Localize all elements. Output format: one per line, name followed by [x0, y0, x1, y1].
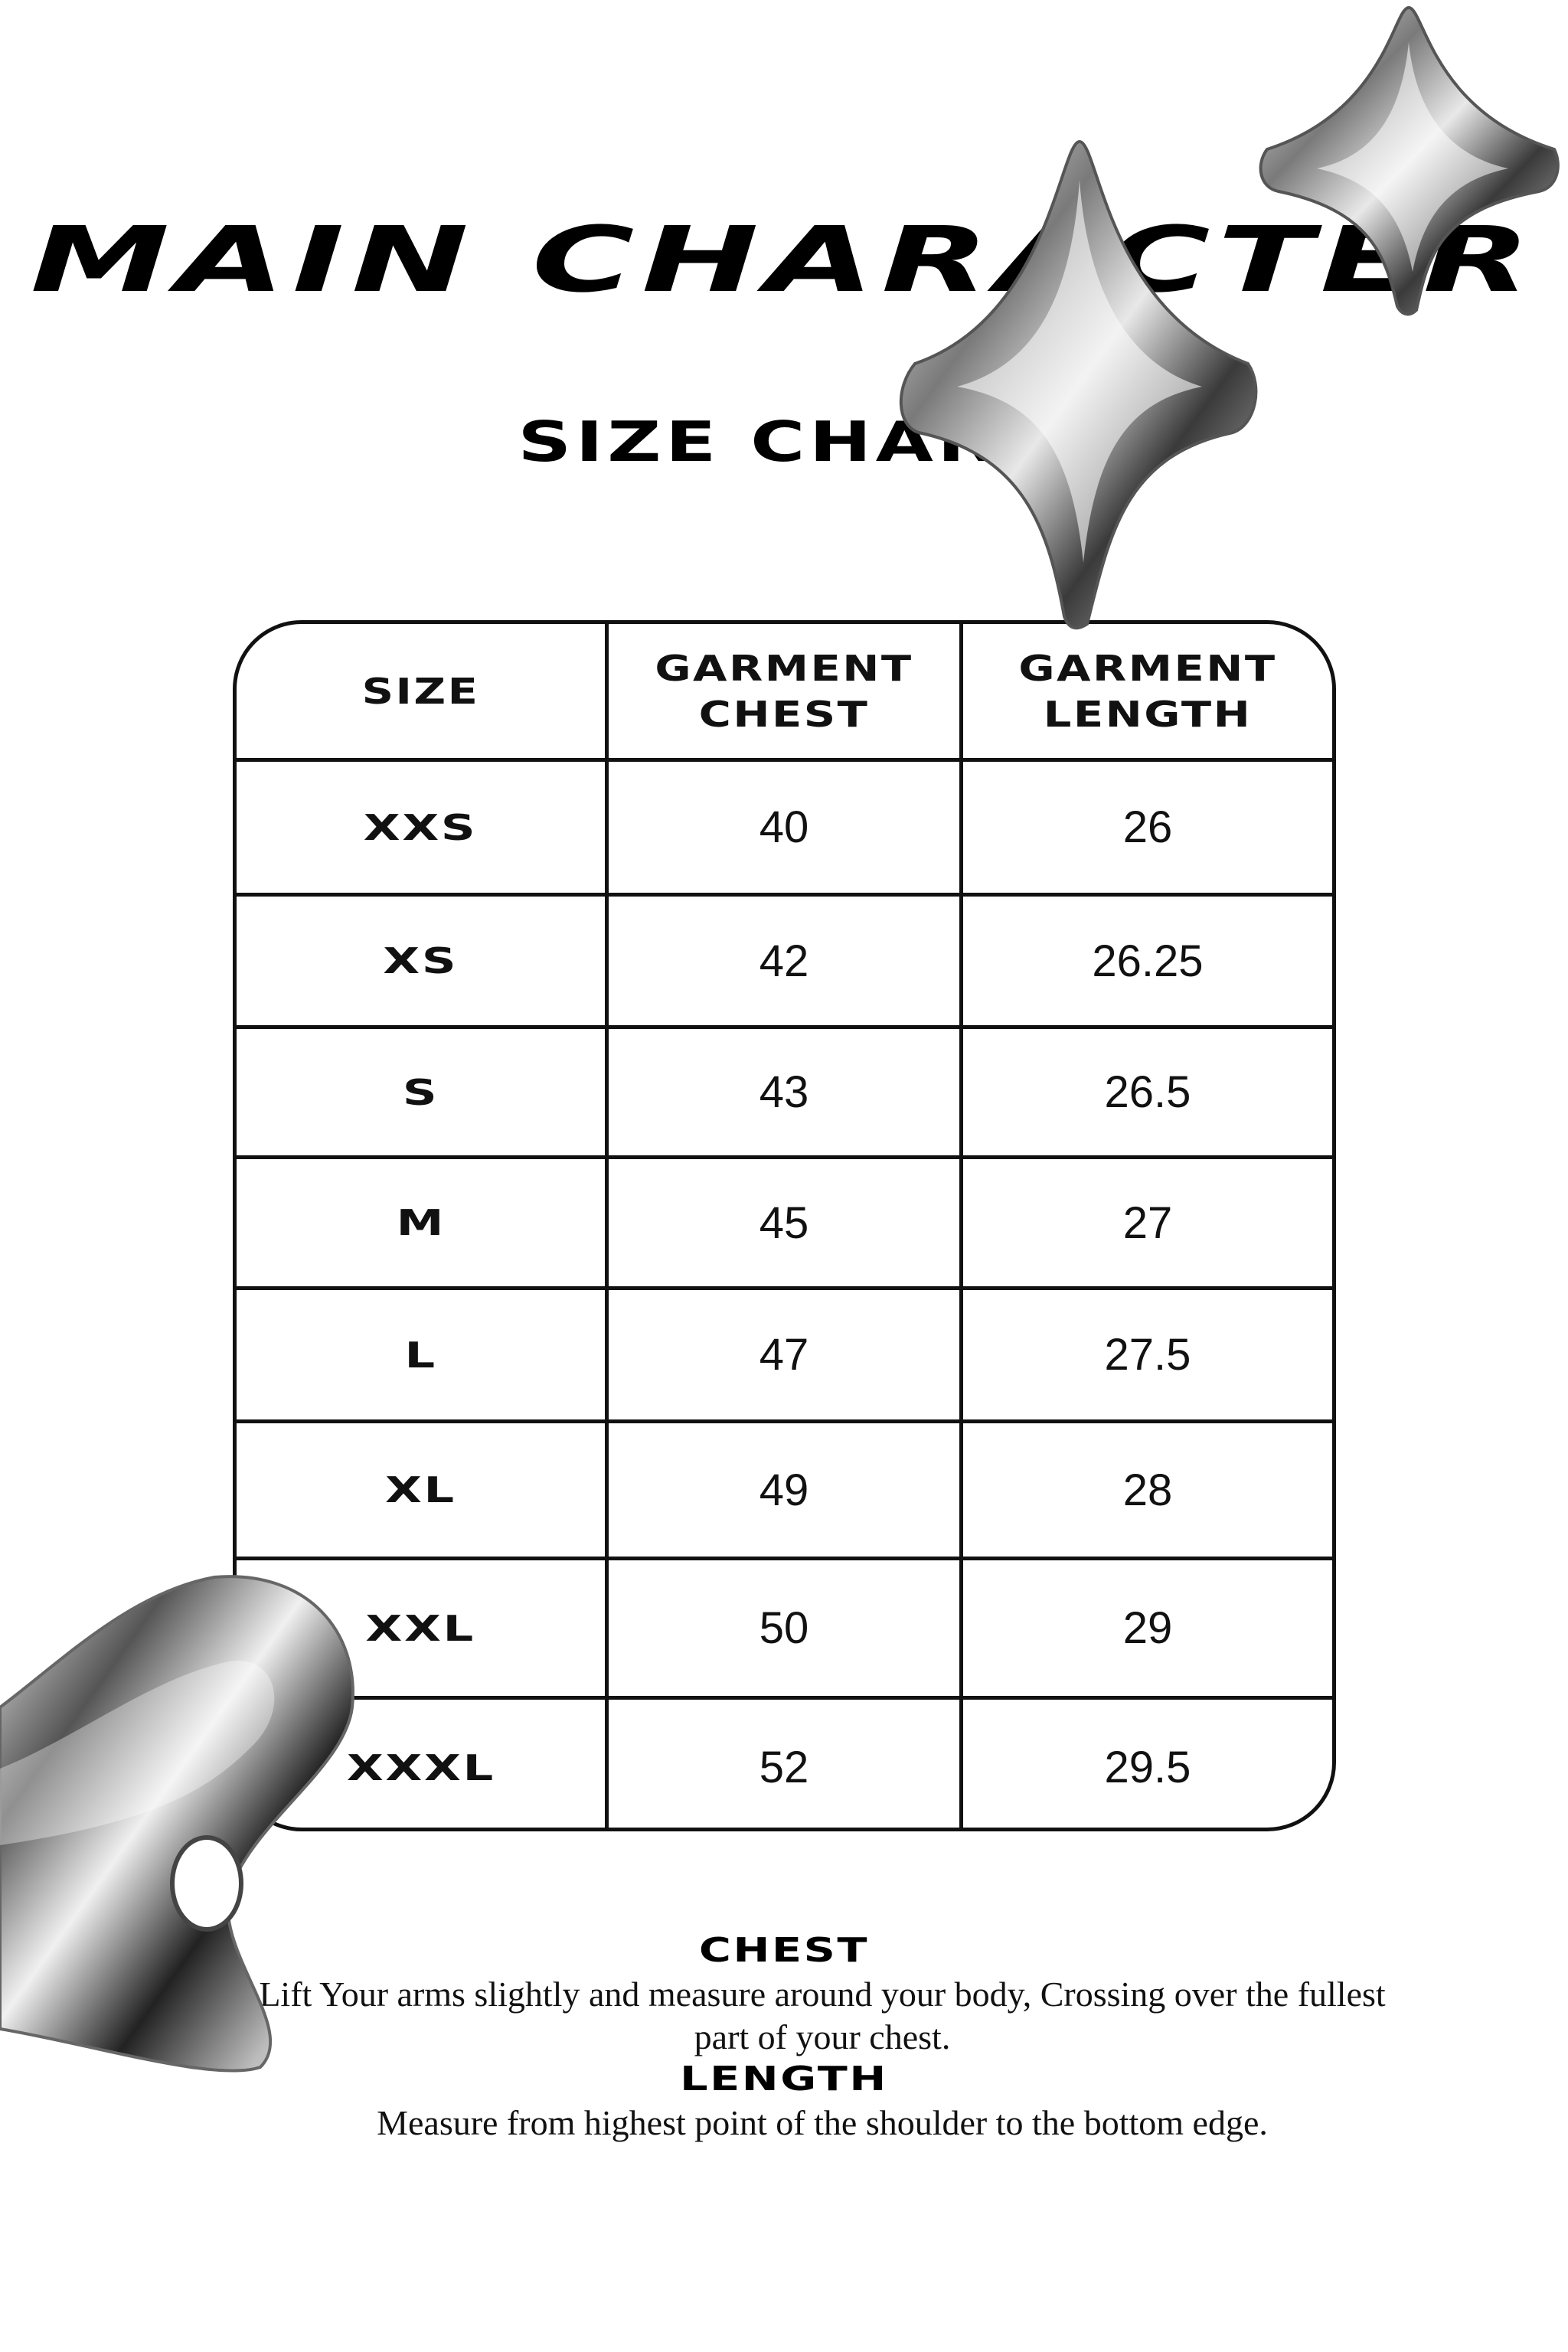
- chest-cell: 52: [759, 1743, 809, 1792]
- length-cell: 26.5: [1104, 1067, 1191, 1117]
- chest-cell: 47: [759, 1330, 809, 1380]
- size-cell: XS: [383, 940, 459, 982]
- table-row: S 43 26.5: [237, 1029, 1332, 1159]
- chest-cell: 45: [759, 1197, 809, 1248]
- column-header-size: SIZE: [361, 670, 480, 712]
- chest-cell: 50: [759, 1603, 809, 1653]
- chest-cell: 40: [759, 802, 809, 852]
- column-header-length: GARMENT LENGTH: [1018, 647, 1277, 735]
- brand-title: MAIN CHARACTER: [30, 207, 1538, 312]
- chrome-star-small-icon: [1259, 5, 1560, 316]
- length-cell: 27: [1122, 1197, 1173, 1248]
- table-row: XS 42 26.25: [237, 897, 1332, 1029]
- size-cell: XXXL: [346, 1746, 495, 1788]
- size-cell: XL: [385, 1469, 456, 1511]
- size-cell: L: [404, 1334, 437, 1376]
- table-row: XL 49 28: [237, 1423, 1332, 1560]
- chest-cell: 43: [759, 1067, 809, 1117]
- page-title: SIZE CHART: [518, 410, 1050, 474]
- length-cell: 28: [1122, 1465, 1173, 1515]
- table-row: XXXL 52 29.5: [237, 1700, 1332, 1828]
- chrome-heart-blob-icon: [0, 1575, 354, 2073]
- table-row: XXL 50 29: [237, 1560, 1332, 1700]
- length-heading: LENGTH: [680, 2060, 888, 2099]
- column-header-chest: GARMENT CHEST: [655, 647, 913, 735]
- chrome-star-large-icon: [899, 139, 1258, 630]
- chest-cell: 42: [759, 936, 809, 986]
- table-header-row: SIZE GARMENT CHEST GARMENT LENGTH: [237, 624, 1332, 762]
- size-cell: XXS: [364, 806, 478, 848]
- chest-heading: CHEST: [698, 1931, 870, 1970]
- size-cell: XXL: [365, 1607, 476, 1649]
- length-cell: 26.25: [1092, 936, 1204, 986]
- table-row: XXS 40 26: [237, 762, 1332, 897]
- size-table: SIZE GARMENT CHEST GARMENT LENGTH XXS 40 2…: [233, 620, 1336, 1831]
- chest-instructions: Lift Your arms slightly and measure arou…: [259, 1975, 1386, 2056]
- length-cell: 27.5: [1104, 1330, 1191, 1380]
- table-row: L 47 27.5: [237, 1290, 1332, 1423]
- table-row: M 45 27: [237, 1159, 1332, 1290]
- length-instructions: Measure from highest point of the should…: [377, 2103, 1268, 2142]
- length-cell: 29.5: [1104, 1743, 1191, 1792]
- length-cell: 29: [1122, 1603, 1173, 1653]
- size-cell: S: [402, 1071, 439, 1113]
- chest-cell: 49: [759, 1465, 809, 1515]
- size-cell: M: [396, 1202, 446, 1243]
- length-cell: 26: [1122, 802, 1173, 852]
